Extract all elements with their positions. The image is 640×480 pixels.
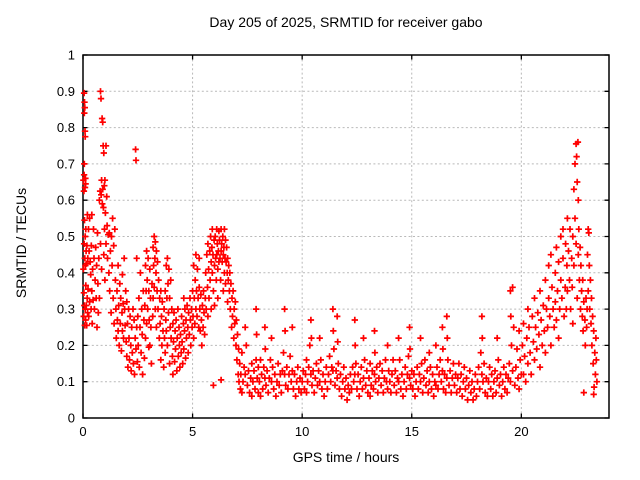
y-tick-label: 0.3 [57,302,75,317]
y-tick-label: 0.6 [57,193,75,208]
y-tick-label: 0.4 [57,265,75,280]
y-tick-label: 0.9 [57,84,75,99]
chart-title: Day 205 of 2025, SRMTID for receiver gab… [209,14,483,30]
y-tick-label: 0.5 [57,229,75,244]
x-tick-label: 0 [79,424,86,439]
y-tick-label: 0.7 [57,156,75,171]
y-tick-label: 0.2 [57,338,75,353]
x-tick-label: 20 [514,424,528,439]
gridlines [83,55,609,418]
y-tick-label: 1 [68,48,75,63]
scatter-points [80,88,601,404]
y-axis-label: SRMTID / TECUs [13,187,29,299]
x-tick-label: 15 [405,424,419,439]
x-axis-label: GPS time / hours [292,449,400,465]
y-tick-label: 0.1 [57,374,75,389]
x-tick-label: 5 [189,424,196,439]
x-tick-label: 10 [295,424,309,439]
y-tick-label: 0 [68,411,75,426]
y-tick-label: 0.8 [57,120,75,135]
